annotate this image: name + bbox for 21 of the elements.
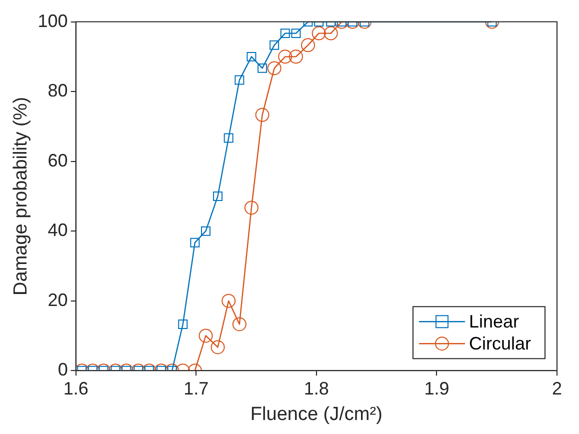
point bbox=[213, 191, 223, 201]
legend-label: Circular bbox=[468, 334, 532, 354]
legend-label: Linear bbox=[468, 312, 520, 332]
y-tick-label: 80 bbox=[48, 80, 68, 101]
y-tick-label: 60 bbox=[48, 150, 68, 170]
x-tick-label: 1.9 bbox=[424, 378, 450, 398]
x-tick-label: 2 bbox=[552, 378, 562, 398]
point bbox=[201, 226, 210, 236]
y-tick-label: 20 bbox=[48, 290, 68, 310]
x-tick-label: 1.7 bbox=[184, 378, 209, 398]
point bbox=[244, 200, 258, 215]
x-tick-label: 1.8 bbox=[304, 378, 329, 398]
point bbox=[224, 133, 234, 143]
y-tick-label: 100 bbox=[38, 10, 68, 31]
x-axis-title: Fluence (J/cm²) bbox=[250, 404, 382, 425]
y-tick-label: 40 bbox=[48, 220, 68, 240]
y-tick-label: 0 bbox=[58, 360, 68, 380]
y-axis-title: Damage probability (%) bbox=[10, 96, 32, 296]
point bbox=[190, 238, 200, 248]
x-tick-label: 1.6 bbox=[63, 378, 88, 398]
point bbox=[255, 108, 270, 122]
